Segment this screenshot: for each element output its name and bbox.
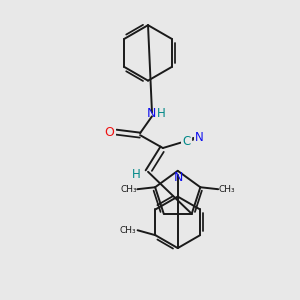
Text: N: N — [174, 171, 183, 184]
Text: CH₃: CH₃ — [219, 185, 236, 194]
Text: C: C — [182, 135, 191, 148]
Text: H: H — [157, 107, 165, 120]
Text: CH₃: CH₃ — [120, 185, 137, 194]
Text: O: O — [104, 126, 114, 139]
Text: CH₃: CH₃ — [119, 226, 136, 235]
Text: H: H — [132, 168, 140, 181]
Text: N: N — [146, 107, 156, 120]
Text: N: N — [195, 130, 204, 144]
